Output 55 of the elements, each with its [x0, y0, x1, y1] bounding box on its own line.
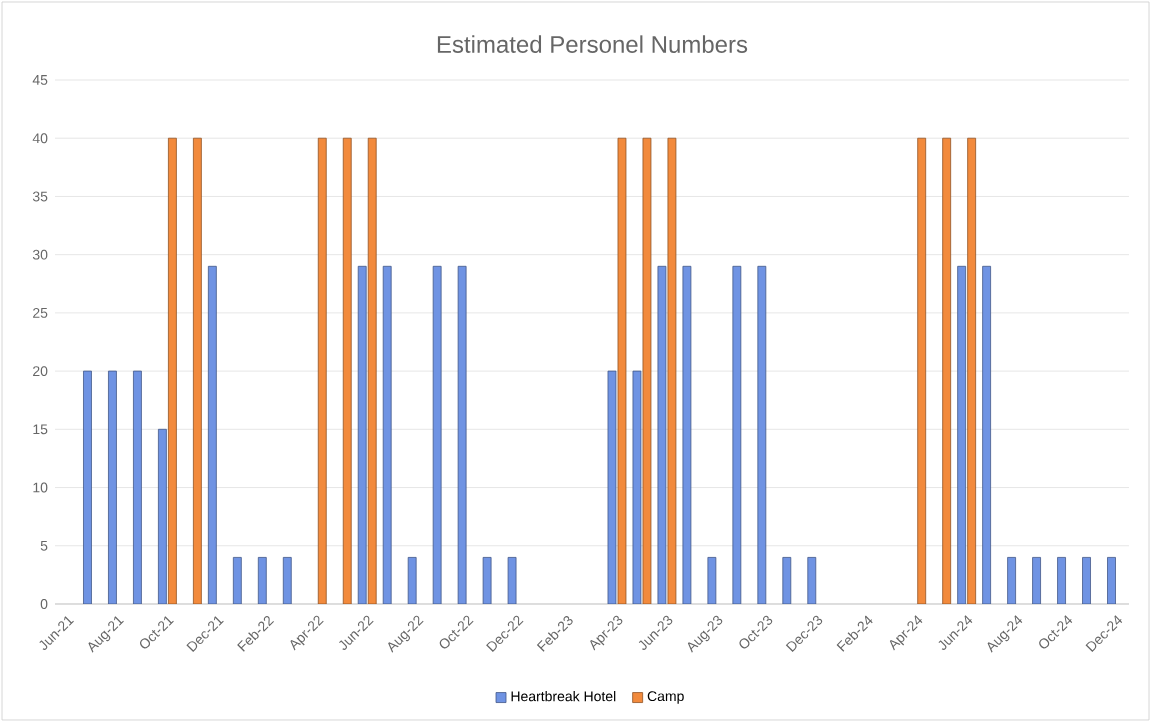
bar	[382, 265, 392, 604]
bar	[1007, 557, 1016, 604]
bar	[192, 137, 202, 604]
bar	[407, 557, 417, 604]
bar	[342, 137, 352, 604]
chart-title: Estimated Personel Numbers	[437, 35, 748, 53]
bar	[1107, 557, 1116, 604]
bar	[657, 265, 667, 604]
y-tick-label: 45	[32, 75, 48, 85]
bar	[667, 137, 677, 604]
bar	[367, 137, 377, 604]
bar	[282, 557, 292, 604]
y-tick-label: 35	[32, 191, 48, 202]
y-tick-label: 25	[33, 307, 48, 318]
y-tick-label: 40	[32, 133, 48, 144]
bar	[507, 557, 517, 604]
bar	[642, 137, 652, 604]
bar	[632, 370, 642, 604]
bar	[942, 137, 952, 604]
y-tick-label: 5	[40, 540, 48, 551]
bar	[257, 557, 267, 604]
bar	[432, 265, 442, 604]
bar	[782, 557, 792, 604]
bar	[957, 265, 967, 604]
legend-label: Heartbreak Hotel	[511, 691, 616, 702]
bar	[757, 265, 767, 604]
bar	[982, 265, 992, 604]
bar	[807, 557, 817, 604]
y-tick-label: 0	[40, 599, 48, 609]
bar	[707, 557, 717, 604]
bar	[168, 137, 177, 604]
bar	[1032, 557, 1041, 604]
bar	[607, 370, 617, 604]
bar	[207, 265, 217, 604]
bar	[682, 265, 692, 604]
bar	[732, 265, 742, 604]
bar	[1082, 557, 1091, 604]
y-tick-label: 15	[33, 424, 48, 435]
y-tick-label: 10	[33, 482, 48, 493]
legend-label: Camp	[647, 691, 684, 704]
bar	[232, 557, 242, 604]
y-tick-label: 20	[33, 366, 48, 377]
bar	[457, 265, 467, 604]
bar	[108, 370, 117, 604]
bar	[617, 137, 627, 604]
bar	[317, 137, 327, 604]
bar	[482, 557, 492, 604]
bar	[158, 428, 167, 604]
bar	[133, 370, 142, 604]
y-tick-label: 30	[32, 249, 48, 260]
bar	[967, 137, 977, 604]
bar	[1057, 557, 1066, 604]
bar	[83, 370, 92, 604]
bar	[917, 137, 927, 604]
bar	[357, 265, 367, 604]
